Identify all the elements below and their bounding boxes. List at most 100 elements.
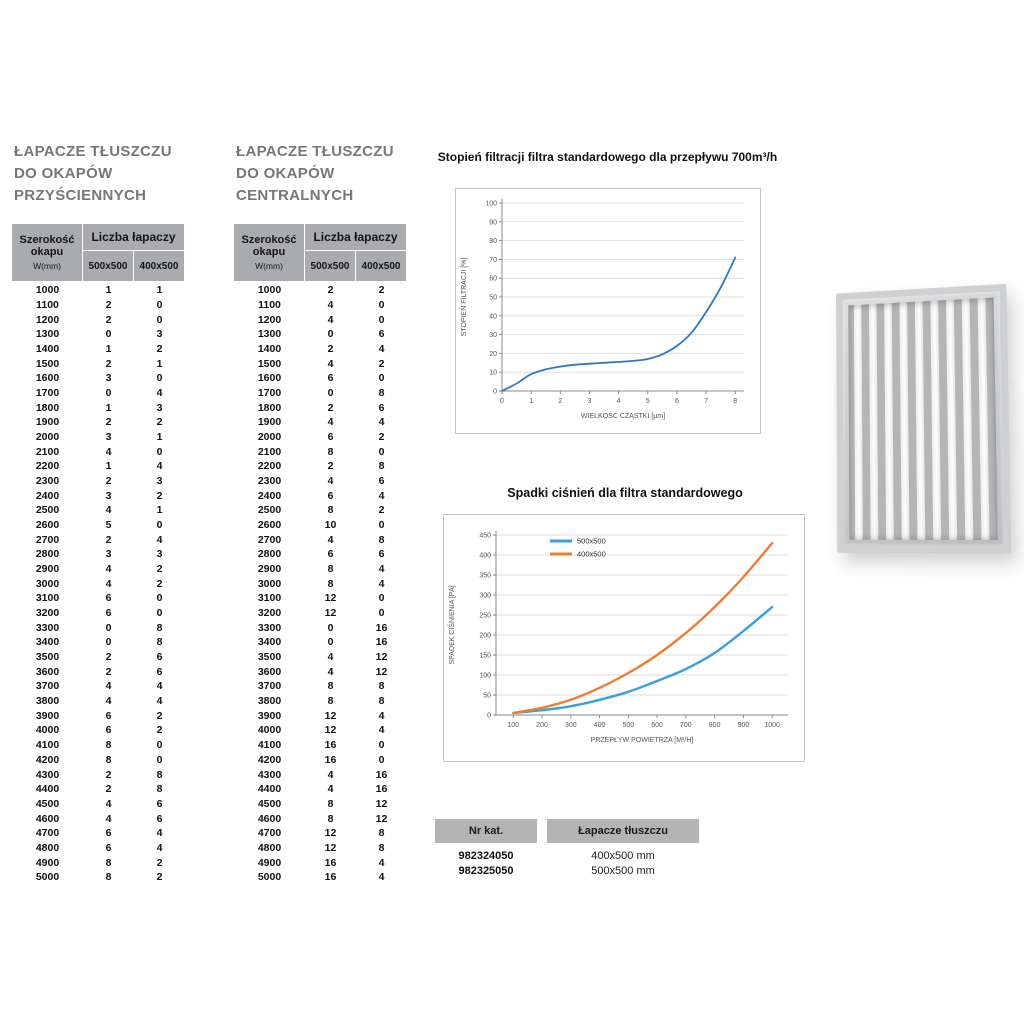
width-cell: 1700 [35,387,60,400]
width-cell: 4700 [257,827,282,840]
table-row: 4300 4 16 [234,767,406,782]
catalog-number: 982324050 [458,849,514,862]
series-filtr standardowy [501,256,737,392]
width-label: Szerokość okapu [19,233,75,258]
width-cell: 3200 [35,607,60,620]
count-cell: 0 [327,636,334,649]
count-cell: 8 [156,768,163,781]
table-row: 3000 8 4 [234,576,406,591]
count-cell: 8 [327,577,334,590]
width-cell: 3100 [35,592,60,605]
width-cell: 4400 [257,783,282,796]
table-row: 4800 12 8 [234,841,406,856]
count-cell: 3 [105,372,112,385]
count-cell: 2 [105,475,112,488]
table-row: 2500 8 2 [234,503,406,518]
width-cell: 2200 [35,460,60,473]
width-column-header: Szerokość okapu W(mm) [234,224,304,281]
width-cell: 2800 [35,548,60,561]
count-cell: 3 [156,548,163,561]
count-cell: 6 [156,812,163,825]
x-tick-label: 900 [738,722,750,729]
count-cell: 4 [327,313,334,326]
count-cell: 2 [156,577,163,590]
width-cell: 4500 [35,797,60,810]
width-cell: 3900 [35,709,60,722]
count-cell: 4 [327,533,334,546]
width-unit-label: W(mm) [255,260,283,271]
count-cell: 8 [327,445,334,458]
count-cell: 6 [105,827,112,840]
width-cell: 2600 [257,519,282,532]
count-cell: 4 [105,504,112,517]
count-cell: 4 [327,665,334,678]
width-cell: 2500 [35,504,60,517]
width-cell: 5000 [257,871,282,884]
x-tick-label: 500 [622,722,634,729]
legend-label: 400x500 [577,550,606,559]
catalog-table: Nr kat. Łapacze tłuszczu 982324050 400x50… [435,819,699,878]
col-header-500x500: 500x500 [83,251,133,281]
table-row: 1800 2 6 [234,400,406,415]
table-row: 3100 12 0 [234,591,406,606]
width-cell: 4900 [257,856,282,869]
count-cell: 0 [378,592,385,605]
table-row: 2300 2 3 [12,474,184,489]
y-tick-label: 80 [489,238,497,245]
width-cell: 2100 [257,445,282,458]
catalog-number-header: Nr kat. [435,819,537,843]
count-cell: 2 [156,709,163,722]
count-cell: 8 [378,827,385,840]
table-row: 2000 6 2 [234,430,406,445]
width-cell: 4600 [257,812,282,825]
table-row: 3700 4 4 [12,679,184,694]
width-cell: 1300 [257,328,282,341]
count-cell: 8 [327,504,334,517]
table-row: 3200 12 0 [234,606,406,621]
title-line: ŁAPACZE TŁUSZCZU [236,143,394,160]
table-row: 4500 8 12 [234,797,406,812]
table-row: 3700 8 8 [234,679,406,694]
width-cell: 2700 [35,533,60,546]
x-tick-label: 5 [646,398,650,405]
y-tick-label: 350 [479,573,491,580]
width-cell: 1000 [257,284,282,297]
width-cell: 1500 [35,357,60,370]
count-cell: 2 [105,665,112,678]
y-tick-label: 0 [487,713,491,720]
table-row: 4700 12 8 [234,826,406,841]
table-row: 3600 4 12 [234,664,406,679]
count-cell: 4 [156,827,163,840]
count-cell: 6 [378,401,385,414]
y-tick-label: 30 [489,332,497,339]
width-cell: 2000 [35,431,60,444]
count-cell: 0 [156,372,163,385]
title-line: DO OKAPÓW [236,165,335,182]
width-cell: 2000 [257,431,282,444]
count-cell: 6 [156,797,163,810]
count-cell: 0 [156,753,163,766]
count-cell: 16 [324,739,337,752]
table-row: 1900 4 4 [234,415,406,430]
table-row: 4700 6 4 [12,826,184,841]
width-cell: 3700 [257,680,282,693]
table-row: 2900 8 4 [234,562,406,577]
count-cell: 12 [324,724,337,737]
count-cell: 4 [156,460,163,473]
count-cell: 5 [105,519,112,532]
y-tick-label: 0 [493,389,497,396]
table-row: 4400 4 16 [234,782,406,797]
table-body: 1000 1 1 1100 2 0 1200 2 0 1300 0 3 1400 1 2 1500 2 1 1600… [12,283,184,885]
col-header-500x500: 500x500 [305,251,355,281]
x-tick-label: 100 [507,722,519,729]
count-cell: 4 [327,783,334,796]
count-cell: 2 [378,357,385,370]
count-cell: 2 [156,724,163,737]
count-cell: 16 [324,856,337,869]
width-column-header: Szerokość okapu W(mm) [12,224,82,281]
count-cell: 3 [156,475,163,488]
count-cell: 4 [327,416,334,429]
filter-size: 400x500 mm [591,849,655,862]
count-cell: 2 [156,563,163,576]
width-cell: 4800 [35,841,60,854]
